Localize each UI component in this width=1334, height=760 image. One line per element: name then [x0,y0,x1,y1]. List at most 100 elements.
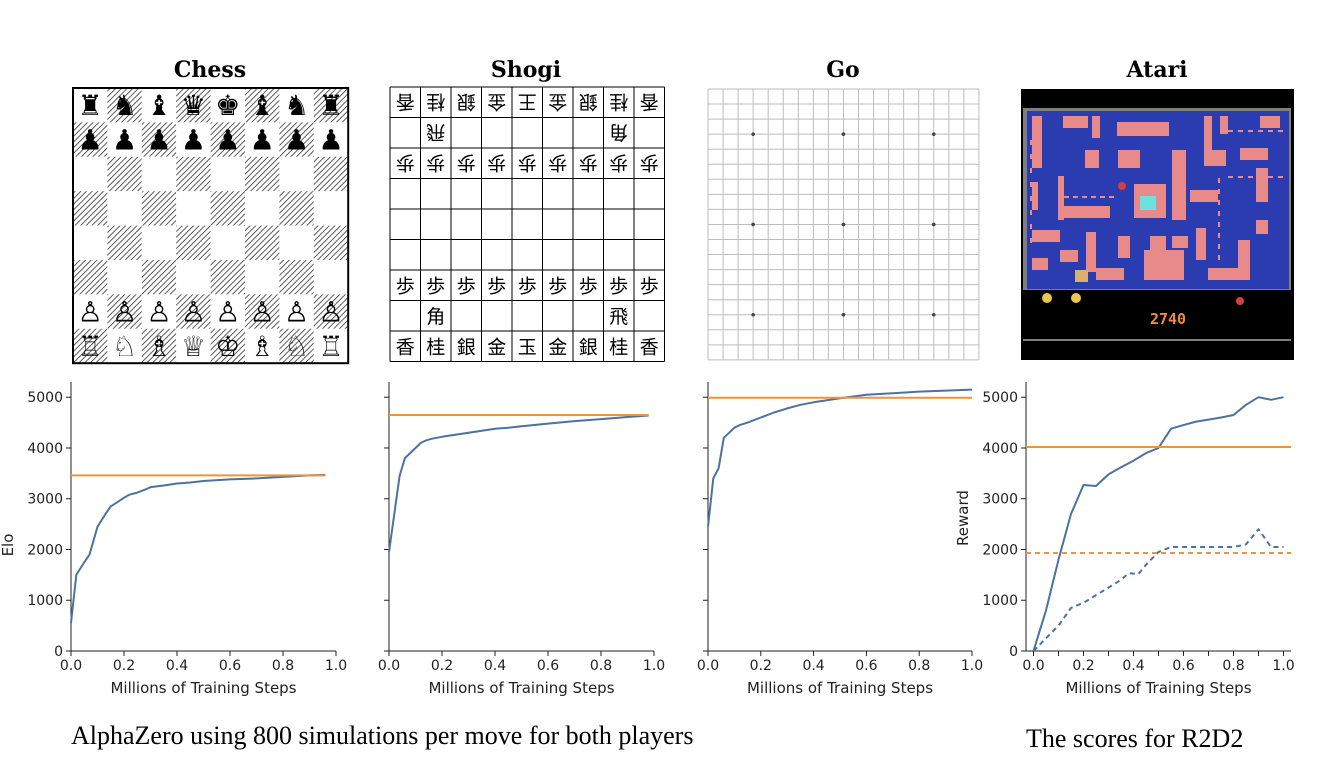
y-tick-label: 4000 [27,441,63,457]
chess-piece: ♜ [318,89,343,122]
atari-maze-wall [1220,116,1228,134]
atari-ghost-icon [1075,270,1088,282]
chess-square [245,294,280,329]
chess-square [107,156,142,192]
atari-pellet [1030,182,1032,187]
atari-maze-wall [1256,168,1268,202]
chess-square [313,122,349,157]
atari-pellet [1030,196,1032,201]
chess-piece: ♞ [112,89,137,122]
atari-pellet [1218,178,1220,183]
atari-pellet [1218,255,1220,260]
chess-square [176,328,211,364]
chess-square [210,328,245,364]
chess-square [73,88,108,123]
go-star-point [841,222,846,227]
x-tick-label: 0.0 [697,658,719,674]
go-star-point [751,132,755,136]
y-tick-label: 1000 [982,593,1018,609]
atari-maze-wall [1256,220,1268,234]
shogi-piece: 歩 [487,151,506,173]
chess-square [313,191,349,226]
atari-pellet [1030,140,1032,145]
chess-piece: ♙ [215,296,240,329]
chess-piece: ♙ [146,296,171,329]
shogi-piece: 金 [487,90,506,112]
panel-title-go: Go [826,57,859,83]
atari-pellet [1218,244,1220,249]
atari-pellet [1278,130,1283,132]
shogi-piece: 銀 [579,336,598,358]
atari-life-icon [1071,293,1081,303]
shogi-piece: 歩 [396,151,415,173]
chess-piece: ♙ [284,296,309,329]
chess-piece: ♟ [181,124,206,157]
atari-pellet [1030,238,1032,243]
chess-square [313,328,349,364]
chess-square [73,156,108,192]
go-star-point [931,312,936,317]
chess-square [107,122,142,157]
atari-maze-wall [1092,116,1100,138]
atari-pellet [1064,196,1069,198]
shogi-piece: 歩 [457,275,476,297]
chess-square [210,225,245,260]
shogi-piece: 王 [518,90,537,112]
atari-pellet [1278,176,1283,178]
chess-piece: ♙ [181,296,206,329]
shogi-piece: 香 [640,336,659,358]
chess-square [73,225,108,260]
x-tick-label: 0.6 [537,658,559,674]
chess-square [279,225,314,260]
chess-square [313,260,349,295]
chess-square [245,260,280,295]
shogi-board: 香桂銀金王金銀桂香飛 角歩歩歩歩歩歩歩歩歩歩歩歩歩歩歩歩歩歩角 飛香桂銀金玉金銀桂香 [389,86,665,362]
chess-piece: ♟ [318,124,343,157]
shogi-piece: 歩 [396,275,415,297]
chess-square [73,191,108,226]
chess-square [107,328,142,364]
chess-piece: ♜ [78,89,103,122]
chess-square [141,156,177,192]
shogi-piece: 香 [640,90,659,112]
go-star-point [841,312,846,317]
atari-maze-wall [1260,116,1280,128]
chess-square [141,225,177,260]
atari-maze-wall [1190,190,1218,202]
shogi-piece: 銀 [457,336,476,358]
x-axis-label: Millions of Training Steps [110,679,296,697]
chess-square [210,88,245,123]
chess-square [141,88,177,123]
chess-square [73,328,108,364]
chess-piece: ♟ [250,124,275,157]
go-board [707,88,980,361]
chess-square [279,328,314,364]
x-tick-label: 0.2 [1072,658,1094,674]
shogi-piece: 銀 [457,90,476,112]
chess-square [245,122,280,157]
shogi-piece: 桂 [609,336,628,358]
caption-r2d2: The scores for R2D2 [1026,724,1243,753]
shogi-piece: 歩 [548,151,567,173]
chess-square [73,294,108,329]
atari-pellet [1100,196,1105,198]
atari-maze-wall [1204,116,1212,160]
y-tick-label: 2000 [982,542,1018,558]
x-tick-label: 1.0 [643,658,665,674]
atari-maze-wall [1196,228,1206,260]
atari-pellet [1218,200,1220,205]
panel-title-chess: Chess [174,57,246,83]
x-tick-label: 0.0 [378,658,400,674]
y-tick-label: 0 [54,644,63,660]
series-line-0 [70,473,326,624]
x-tick-label: 0.8 [908,658,930,674]
chess-square [279,122,314,157]
atari-pellet [1109,196,1114,198]
chess-piece: ♙ [250,296,275,329]
y-tick-label: 0 [1009,644,1018,660]
atari-pellet [1238,176,1243,178]
atari-maze-wall [1060,250,1078,262]
x-tick-label: 0.8 [272,658,294,674]
chess-piece: ♟ [78,124,103,157]
go-star-point [931,132,936,136]
